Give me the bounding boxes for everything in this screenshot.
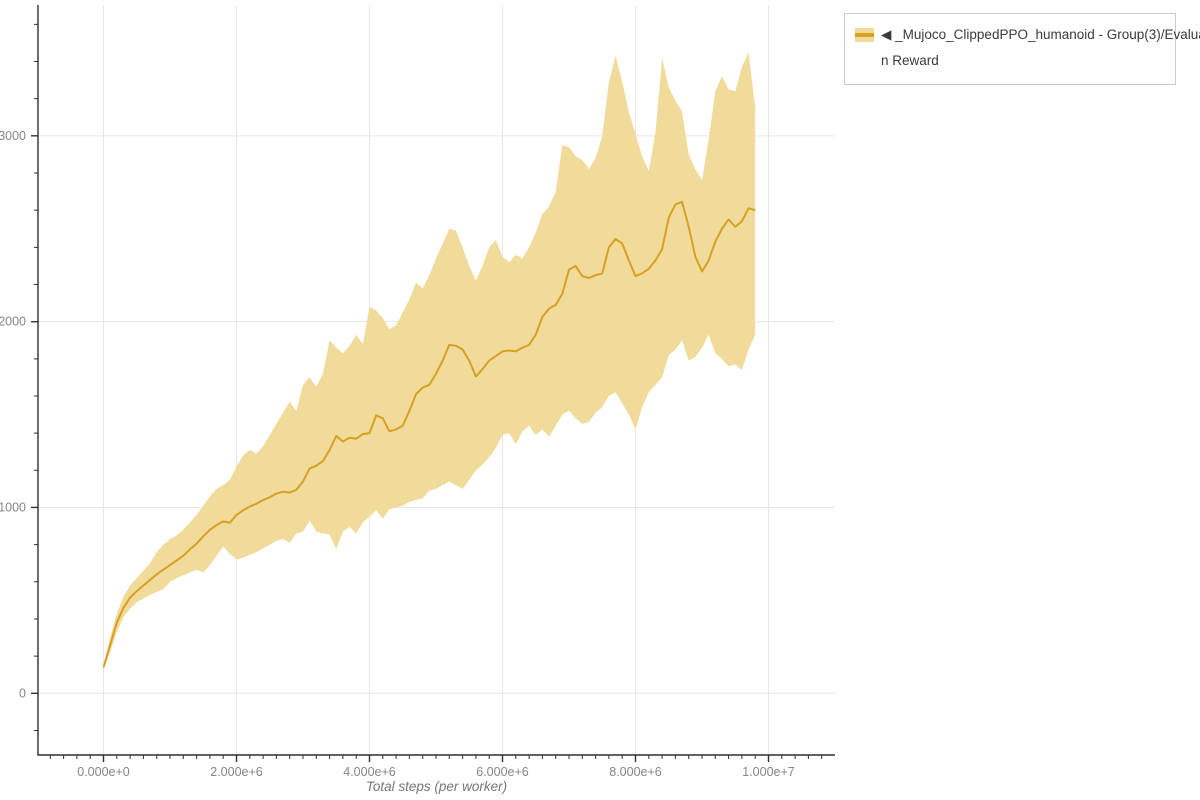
x-tick-label: 2.000e+6 [210, 765, 263, 779]
x-tick-label: 1.000e+7 [742, 765, 795, 779]
y-tick-label: 1000 [0, 500, 26, 514]
x-tick-label: 0.000e+0 [77, 765, 130, 779]
legend: ◀ _Mujoco_ClippedPPO_humanoid - Group(3)… [844, 13, 1200, 85]
legend-label-line2: n Reward [881, 53, 939, 68]
y-tick-label: 0 [19, 686, 26, 700]
legend-label-line1: ◀ _Mujoco_ClippedPPO_humanoid - Group(3)… [881, 27, 1200, 42]
x-tick-label: 8.000e+6 [609, 765, 662, 779]
legend-item-evaluation-reward[interactable]: ◀ _Mujoco_ClippedPPO_humanoid - Group(3)… [854, 22, 1200, 74]
confidence-band [103, 52, 756, 670]
mean-line [102, 200, 756, 668]
y-tick-label: 3000 [0, 129, 26, 143]
y-tick-label: 2000 [0, 315, 26, 329]
legend-label: ◀ _Mujoco_ClippedPPO_humanoid - Group(3)… [881, 22, 1200, 74]
minor-ticks [34, 23, 823, 759]
major-ticks [31, 135, 770, 762]
x-axis-title: Total steps (per worker) [366, 779, 507, 794]
x-tick-label: 6.000e+6 [476, 765, 529, 779]
series-swatch-icon [855, 28, 874, 42]
x-tick-label: 4.000e+6 [343, 765, 396, 779]
